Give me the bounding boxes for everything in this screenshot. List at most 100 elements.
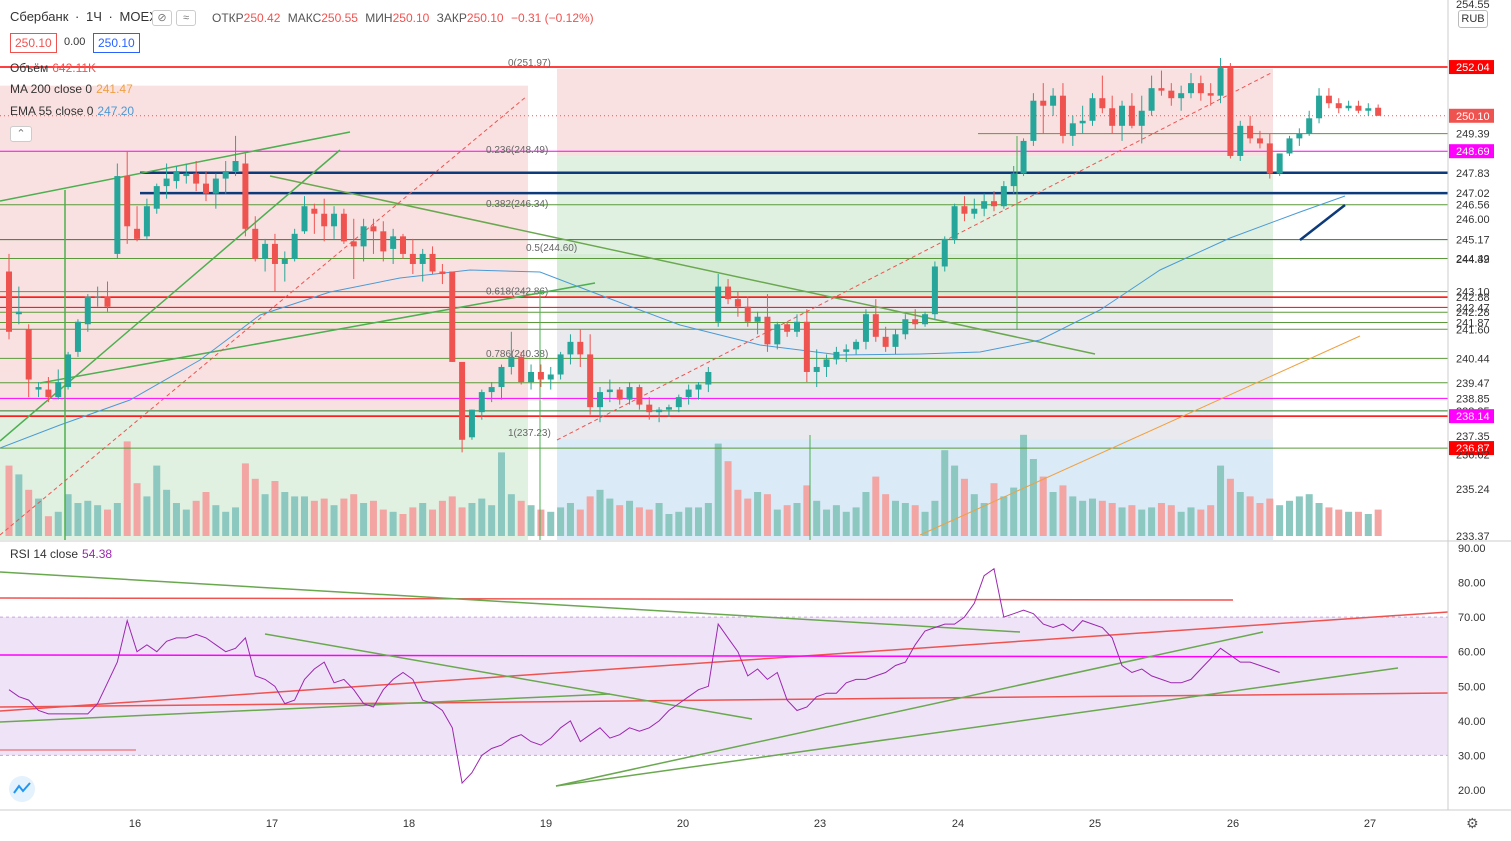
rsi-axis-label: 80.00 xyxy=(1458,578,1486,590)
volume-bar xyxy=(222,511,230,536)
candle-body xyxy=(429,253,436,272)
ema55-legend[interactable]: EMA 55 close 0 247.20 xyxy=(10,104,135,118)
candle-body xyxy=(301,206,308,232)
volume-bar xyxy=(635,507,643,536)
volume-bar xyxy=(251,478,259,536)
volume-bar xyxy=(557,507,565,536)
compare-icon[interactable]: ≈ xyxy=(176,10,196,26)
candle-body xyxy=(567,341,574,355)
volume-bar xyxy=(1128,505,1136,536)
volume-bar xyxy=(823,509,831,536)
volume-bar xyxy=(754,492,762,536)
candle-body xyxy=(84,296,91,325)
candle-body xyxy=(498,366,505,388)
rsi-trend-line xyxy=(0,654,1449,658)
candle-body xyxy=(705,371,712,385)
volume-bar xyxy=(330,505,338,536)
ohlc-readout: ОТКР250.42 МАКС250.55 МИН250.10 ЗАКР250.… xyxy=(212,11,594,25)
time-axis-label: 18 xyxy=(403,818,415,830)
fib-level-label: 1(237.23) xyxy=(508,428,551,439)
candle-body xyxy=(360,226,367,247)
volume-bar xyxy=(468,503,476,536)
volume-bar xyxy=(1335,509,1343,536)
volume-bar xyxy=(15,474,23,536)
candle-body xyxy=(1010,173,1017,187)
candle-body xyxy=(675,397,682,408)
volume-bar xyxy=(566,503,574,536)
volume-bar xyxy=(488,505,496,536)
rsi-legend[interactable]: RSI 14 close 54.38 xyxy=(10,547,113,561)
candle-body xyxy=(340,213,347,242)
ema-line xyxy=(0,195,1346,449)
volume-bar xyxy=(970,494,978,536)
trend-line xyxy=(1299,204,1346,241)
fib-level-label: 0(251.97) xyxy=(508,58,551,69)
candle-body xyxy=(626,387,633,400)
currency-badge[interactable]: RUB xyxy=(1458,10,1488,28)
candle-body xyxy=(725,286,732,300)
candle-body xyxy=(1000,186,1007,207)
candle-body xyxy=(35,387,42,390)
rsi-line xyxy=(8,567,1280,785)
candle-body xyxy=(419,253,426,264)
price-label-box xyxy=(1449,144,1494,159)
buy-button[interactable]: 250.10 xyxy=(93,33,140,53)
volume-bar xyxy=(389,511,397,536)
candle-body xyxy=(1099,98,1106,109)
volume-bar xyxy=(94,505,102,536)
trend-line xyxy=(0,95,528,536)
volume-bar xyxy=(724,461,732,536)
volume-bar xyxy=(547,511,555,536)
time-axis-label: 16 xyxy=(129,818,141,830)
volume-bar xyxy=(1079,500,1087,536)
candle-body xyxy=(616,389,623,400)
volume-bar xyxy=(616,505,624,536)
sell-button[interactable]: 250.10 xyxy=(10,33,57,53)
price-axis-label: 244.39 xyxy=(1456,254,1490,266)
candle-body xyxy=(981,201,988,209)
candle-body xyxy=(528,371,535,383)
candle-body xyxy=(143,206,150,237)
candle-body xyxy=(892,334,899,347)
volume-bar xyxy=(596,489,604,536)
candle-body xyxy=(262,243,269,259)
candle-body xyxy=(862,314,869,342)
rsi-axis-label: 50.00 xyxy=(1458,681,1486,693)
candle-body xyxy=(912,319,919,325)
volume-bar xyxy=(1029,459,1037,536)
candle-body xyxy=(784,324,791,332)
collapse-legend-icon[interactable]: ⌃ xyxy=(10,126,32,142)
candle-body xyxy=(587,354,594,408)
volume-bar xyxy=(212,505,220,536)
price-axis-label: 252.04 xyxy=(1456,62,1490,74)
volume-bar xyxy=(704,503,712,536)
volume-bar xyxy=(1059,485,1067,536)
trend-line xyxy=(39,282,596,384)
candle-body xyxy=(1030,100,1037,141)
volume-bar xyxy=(675,511,683,536)
ma200-legend[interactable]: MA 200 close 0 241.47 xyxy=(10,82,133,96)
volume-bar xyxy=(1305,494,1313,536)
volume-legend[interactable]: Объём 642.11K xyxy=(10,61,97,75)
volume-bar xyxy=(133,483,141,536)
candle-body xyxy=(508,356,515,367)
candle-body xyxy=(991,201,997,207)
candle-body xyxy=(222,171,229,179)
candle-body xyxy=(74,321,81,352)
volume-bar xyxy=(852,507,860,536)
volume-bar xyxy=(1187,507,1195,536)
volume-bar xyxy=(606,498,614,536)
candle-body xyxy=(537,371,544,380)
candle-body xyxy=(15,311,22,315)
volume-bar xyxy=(399,514,407,536)
symbol-header[interactable]: Сбербанк · 1Ч · MOEX xyxy=(10,9,161,24)
candle-body xyxy=(1217,68,1224,96)
candle-body xyxy=(665,407,672,410)
candle-body xyxy=(1207,93,1214,96)
settings-gear-icon[interactable]: ⚙ xyxy=(1466,816,1479,832)
volume-bar xyxy=(202,492,210,536)
hide-icon[interactable]: ⊘ xyxy=(152,10,172,26)
candle-body xyxy=(902,319,909,335)
volume-bar xyxy=(1295,496,1303,536)
